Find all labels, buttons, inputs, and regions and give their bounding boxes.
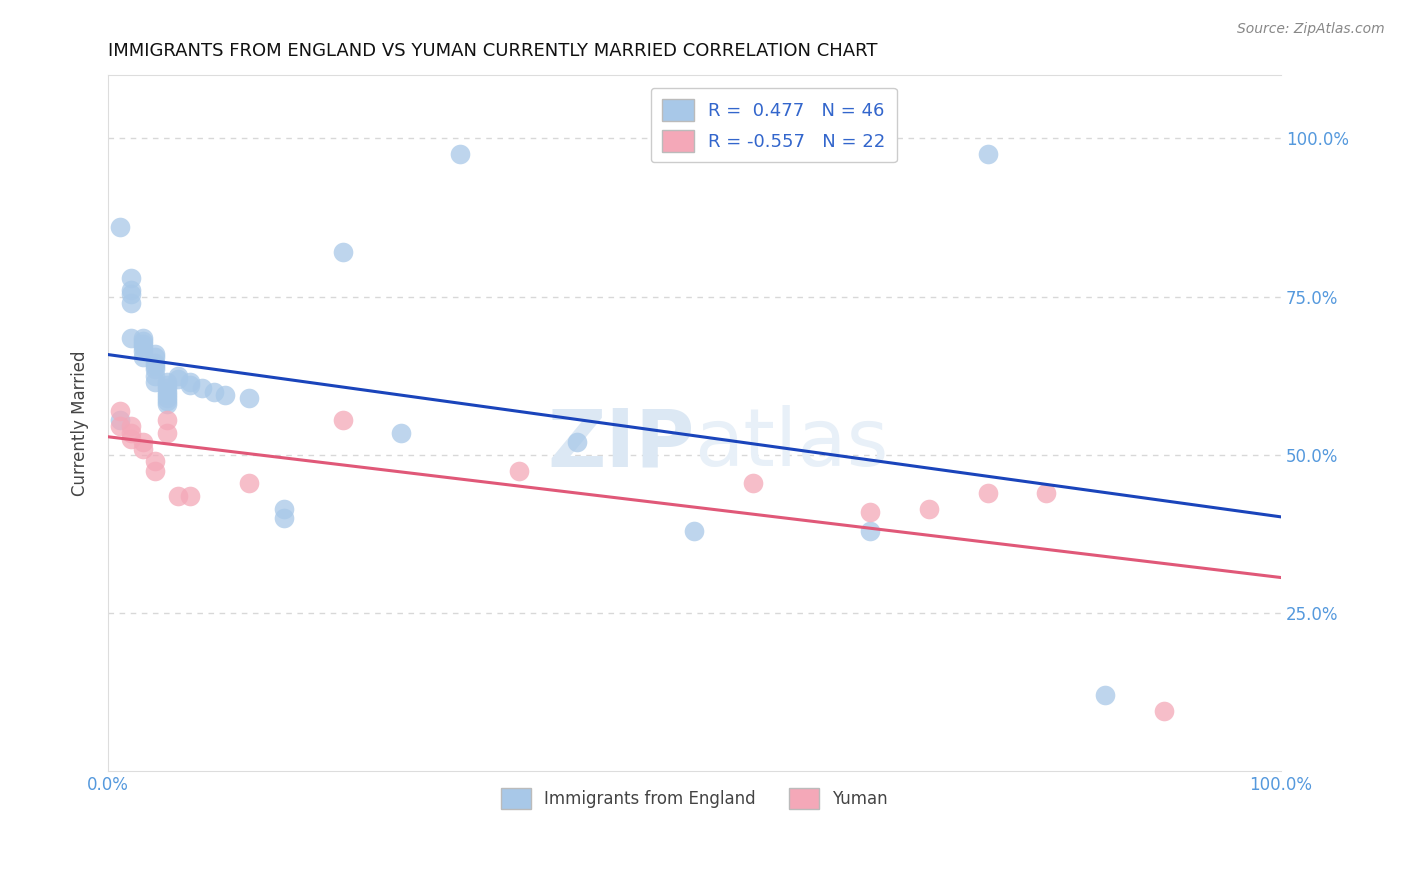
Point xyxy=(120,331,142,345)
Point xyxy=(859,524,882,538)
Point xyxy=(143,356,166,370)
Point xyxy=(1035,486,1057,500)
Point xyxy=(108,413,131,427)
Point xyxy=(132,435,155,450)
Point xyxy=(273,511,295,525)
Point xyxy=(273,501,295,516)
Point xyxy=(179,378,201,392)
Point xyxy=(202,384,225,399)
Point xyxy=(859,505,882,519)
Point xyxy=(156,394,179,409)
Point xyxy=(167,368,190,383)
Point xyxy=(143,362,166,376)
Point xyxy=(167,489,190,503)
Point xyxy=(977,147,1000,161)
Point xyxy=(120,296,142,310)
Point xyxy=(156,378,179,392)
Point xyxy=(332,245,354,260)
Point xyxy=(156,391,179,405)
Point xyxy=(108,403,131,417)
Point xyxy=(143,368,166,383)
Point xyxy=(156,397,179,411)
Point xyxy=(156,413,179,427)
Point xyxy=(508,464,530,478)
Point xyxy=(156,384,179,399)
Point xyxy=(143,454,166,468)
Point xyxy=(179,489,201,503)
Text: ZIP: ZIP xyxy=(547,405,695,483)
Y-axis label: Currently Married: Currently Married xyxy=(72,351,89,496)
Point xyxy=(143,346,166,360)
Point xyxy=(238,476,260,491)
Point xyxy=(132,334,155,348)
Text: IMMIGRANTS FROM ENGLAND VS YUMAN CURRENTLY MARRIED CORRELATION CHART: IMMIGRANTS FROM ENGLAND VS YUMAN CURRENT… xyxy=(108,42,877,60)
Point xyxy=(918,501,941,516)
Point xyxy=(156,382,179,396)
Point xyxy=(449,147,471,161)
Point xyxy=(108,419,131,434)
Text: Source: ZipAtlas.com: Source: ZipAtlas.com xyxy=(1237,22,1385,37)
Point xyxy=(132,442,155,456)
Point xyxy=(120,419,142,434)
Point xyxy=(132,350,155,364)
Point xyxy=(332,413,354,427)
Point xyxy=(742,476,765,491)
Point xyxy=(132,343,155,358)
Point xyxy=(1094,689,1116,703)
Point xyxy=(120,284,142,298)
Point xyxy=(143,350,166,364)
Point xyxy=(120,270,142,285)
Point xyxy=(156,375,179,389)
Point xyxy=(156,388,179,402)
Point xyxy=(132,340,155,354)
Point xyxy=(238,391,260,405)
Point xyxy=(389,425,412,440)
Point xyxy=(108,220,131,235)
Point xyxy=(214,388,236,402)
Point xyxy=(132,331,155,345)
Text: atlas: atlas xyxy=(695,405,889,483)
Point xyxy=(132,337,155,351)
Point xyxy=(977,486,1000,500)
Point xyxy=(143,464,166,478)
Point xyxy=(1153,704,1175,718)
Point xyxy=(567,435,589,450)
Point xyxy=(120,425,142,440)
Legend: Immigrants from England, Yuman: Immigrants from England, Yuman xyxy=(494,781,894,815)
Point xyxy=(143,375,166,389)
Point xyxy=(120,286,142,301)
Point xyxy=(191,382,214,396)
Point xyxy=(143,359,166,374)
Point xyxy=(156,425,179,440)
Point xyxy=(179,375,201,389)
Point xyxy=(167,372,190,386)
Point xyxy=(120,432,142,446)
Point xyxy=(683,524,706,538)
